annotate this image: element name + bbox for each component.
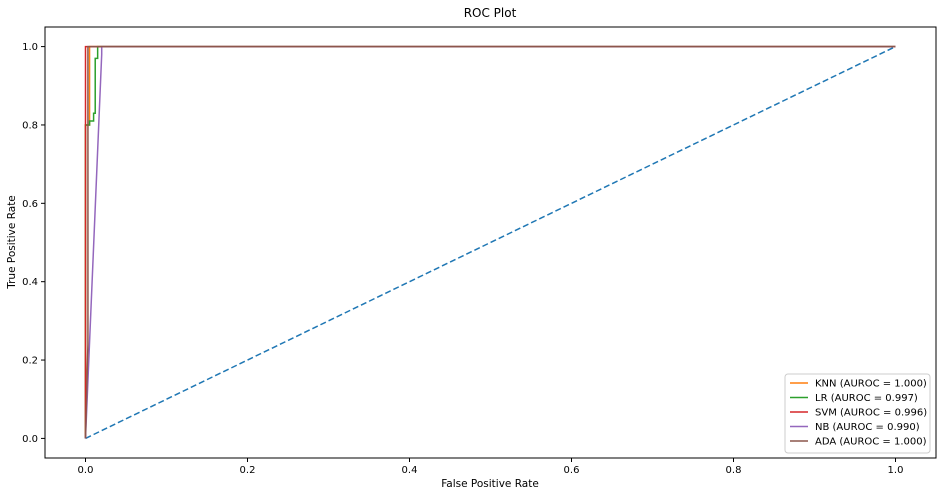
y-tick-label-2: 0.4 [22, 277, 38, 288]
x-tick-label-1: 0.2 [240, 465, 256, 476]
y-axis-ticks: 0.0 0.2 0.4 0.6 0.8 1.0 [22, 42, 45, 445]
plot-frame [44, 26, 937, 459]
legend-box [784, 373, 931, 454]
legend-label-1: LR (AUROC = 0.997) [815, 393, 918, 404]
x-tick-label-5: 1.0 [888, 465, 904, 476]
y-tick-label-3: 0.6 [22, 199, 38, 210]
y-axis-label: True Positive Rate [6, 195, 18, 290]
baseline-line [85, 45, 896, 440]
x-tick-label-4: 0.8 [726, 465, 742, 476]
x-axis-label: False Positive Rate [441, 478, 539, 490]
chart-title: ROC Plot [464, 6, 517, 20]
series-line-4 [84, 45, 896, 439]
series-layer [84, 45, 896, 439]
y-tick-label-5: 1.0 [22, 42, 38, 53]
y-tick-label-0: 0.0 [22, 434, 38, 445]
x-tick-label-3: 0.6 [564, 465, 580, 476]
legend-entries: KNN (AUROC = 1.000) LR (AUROC = 0.997) SVM… [790, 379, 927, 448]
legend-label-3: NB (AUROC = 0.990) [815, 422, 920, 433]
x-axis-ticks: 0.0 0.2 0.4 0.6 0.8 1.0 [78, 458, 904, 476]
y-tick-label-4: 0.8 [22, 120, 38, 131]
legend: KNN (AUROC = 1.000) LR (AUROC = 0.997) SVM… [784, 373, 931, 454]
legend-label-0: KNN (AUROC = 1.000) [815, 379, 927, 390]
y-tick-label-1: 0.2 [22, 356, 38, 367]
x-tick-label-2: 0.4 [402, 465, 418, 476]
baseline-layer [85, 45, 896, 440]
legend-label-2: SVM (AUROC = 0.996) [815, 408, 927, 419]
plot-area [44, 26, 937, 459]
x-tick-label-0: 0.0 [78, 465, 94, 476]
legend-label-4: ADA (AUROC = 1.000) [815, 437, 927, 448]
